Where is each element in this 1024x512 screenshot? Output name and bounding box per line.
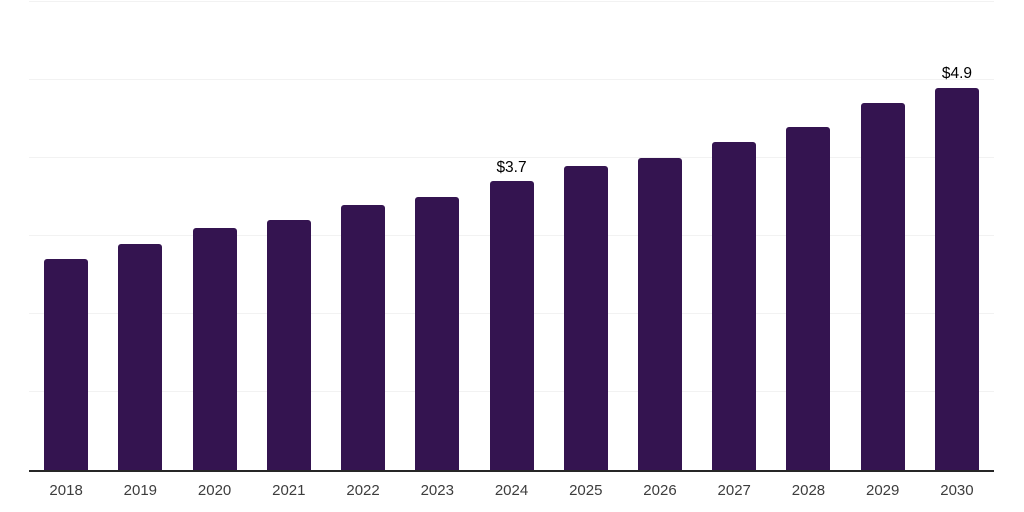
bar-2024 bbox=[489, 181, 534, 470]
x-tick-label: 2019 bbox=[123, 482, 158, 499]
x-axis-line bbox=[29, 470, 994, 472]
bar-2021 bbox=[266, 220, 311, 470]
bar-2023 bbox=[415, 197, 460, 470]
x-tick-label: 2023 bbox=[420, 482, 454, 499]
x-tick-label: 2018 bbox=[49, 482, 83, 499]
bar-2027 bbox=[712, 142, 757, 470]
x-tick-label: 2025 bbox=[569, 482, 603, 499]
x-tick-label: 2029 bbox=[866, 482, 900, 499]
bar-cell bbox=[549, 2, 623, 470]
bar-2020 bbox=[192, 228, 237, 470]
x-tick-label: 2027 bbox=[717, 482, 751, 499]
bar-cell bbox=[103, 2, 177, 470]
bar-cell: $4.9 bbox=[920, 2, 994, 470]
bar-2022 bbox=[341, 204, 386, 470]
gridline bbox=[29, 79, 994, 80]
x-tick-label: 2026 bbox=[643, 482, 677, 499]
x-axis-labels: 2018 2019 2020 2021 2022 2023 2024 2025 2026 2027… bbox=[29, 481, 994, 500]
bar-value-label: $4.9 bbox=[941, 65, 973, 83]
bar-cell bbox=[326, 2, 400, 470]
bar-2025 bbox=[563, 165, 608, 470]
bar-2026 bbox=[637, 158, 682, 470]
bar-2019 bbox=[118, 243, 163, 470]
bar-cell bbox=[177, 2, 251, 470]
bar-2030 bbox=[934, 87, 979, 470]
bar-value-label: $3.7 bbox=[496, 158, 527, 176]
bar-2018 bbox=[44, 259, 89, 470]
gridline bbox=[29, 1, 994, 2]
x-tick-label: 2028 bbox=[791, 482, 826, 499]
bar-2029 bbox=[860, 103, 905, 470]
x-tick-label: 2021 bbox=[272, 482, 306, 499]
bar-cell bbox=[623, 2, 697, 470]
bar-cell bbox=[252, 2, 326, 470]
bar-cell: $3.7 bbox=[474, 2, 548, 470]
bar-cell bbox=[697, 2, 771, 470]
x-tick-label: 2024 bbox=[494, 482, 529, 499]
x-tick-label: 2020 bbox=[197, 482, 232, 499]
bars: $3.7 $4.9 bbox=[29, 2, 994, 470]
plot-area: $3.7 $4.9 bbox=[29, 1, 994, 472]
bar-2028 bbox=[786, 126, 831, 470]
x-tick-label: 2030 bbox=[940, 482, 974, 499]
bar-cell bbox=[400, 2, 474, 470]
bar-cell bbox=[846, 2, 920, 470]
x-tick-label: 2022 bbox=[346, 482, 380, 499]
gridline bbox=[29, 157, 994, 159]
bar-cell bbox=[771, 2, 845, 470]
bar-cell bbox=[29, 2, 103, 470]
